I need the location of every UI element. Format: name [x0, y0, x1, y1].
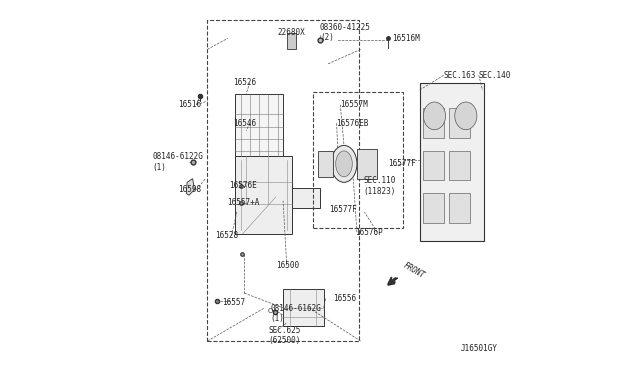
Bar: [207, 20, 359, 341]
Text: 16526: 16526: [233, 78, 257, 87]
Bar: [449, 109, 470, 138]
Bar: [424, 193, 444, 223]
Ellipse shape: [455, 102, 477, 130]
Text: FRONT: FRONT: [401, 261, 426, 280]
Text: 16576E: 16576E: [230, 182, 257, 190]
Bar: [312, 92, 403, 228]
Bar: [292, 188, 320, 208]
Bar: [357, 149, 377, 179]
Text: 16556: 16556: [333, 294, 356, 303]
Text: 16528: 16528: [215, 231, 238, 240]
Ellipse shape: [331, 145, 357, 182]
Text: 08146-6162G
(1): 08146-6162G (1): [270, 304, 321, 323]
Text: 16576EB: 16576EB: [337, 119, 369, 128]
Ellipse shape: [424, 102, 445, 130]
Bar: [449, 151, 470, 180]
Text: SEC.140: SEC.140: [479, 71, 511, 80]
Text: 08146-6122G
(1): 08146-6122G (1): [152, 152, 203, 172]
Text: 16500: 16500: [276, 261, 299, 270]
Text: O: O: [268, 308, 273, 314]
Bar: [318, 151, 333, 177]
Text: 08360-41225
(2): 08360-41225 (2): [320, 23, 371, 42]
Text: 16557: 16557: [222, 298, 245, 307]
Ellipse shape: [336, 151, 352, 177]
Text: SEC.625
(62500): SEC.625 (62500): [268, 326, 301, 345]
Bar: [235, 157, 292, 234]
Bar: [235, 94, 283, 157]
Bar: [420, 83, 484, 241]
Text: SEC.110
(11823): SEC.110 (11823): [364, 176, 396, 196]
Text: 16576P: 16576P: [355, 228, 383, 237]
Text: 16598: 16598: [178, 185, 201, 194]
Text: 22680X: 22680X: [278, 28, 305, 37]
Polygon shape: [186, 179, 195, 195]
Text: 16577F: 16577F: [329, 205, 357, 215]
Bar: [424, 109, 444, 138]
Bar: [449, 193, 470, 223]
Text: 16577F: 16577F: [388, 159, 416, 169]
Text: 16516M: 16516M: [392, 34, 420, 43]
Bar: [283, 289, 324, 326]
Text: 16557+A: 16557+A: [227, 198, 259, 207]
Bar: [287, 33, 296, 49]
Text: SEC.163: SEC.163: [444, 71, 476, 80]
Text: 16546: 16546: [233, 119, 257, 128]
Text: 16557M: 16557M: [340, 100, 368, 109]
Text: J16501GY: J16501GY: [460, 344, 497, 353]
Bar: [424, 151, 444, 180]
Text: 16516: 16516: [178, 100, 201, 109]
